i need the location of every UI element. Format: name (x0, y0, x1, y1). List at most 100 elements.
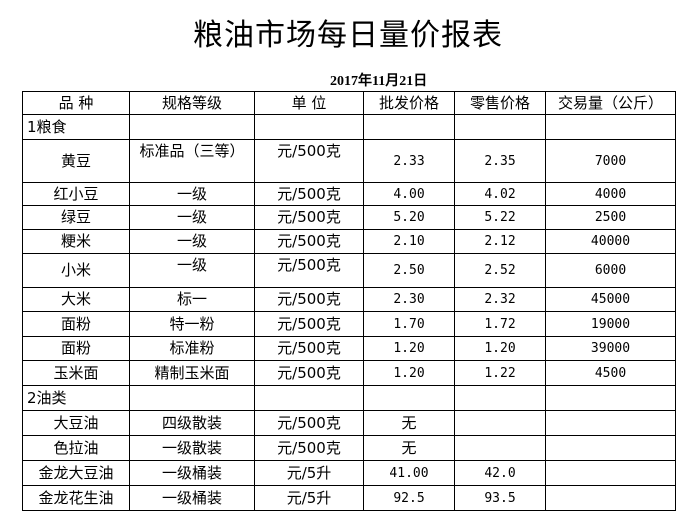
empty-cell (254, 114, 364, 140)
cell-wholesale-price: 2.10 (363, 229, 455, 254)
cell-retail-price: 5.22 (454, 205, 546, 230)
table-row: 大豆油 四级散装 元/500克无 (22, 410, 676, 436)
cell-volume: 4000 (545, 182, 676, 206)
price-table: 品 种规格等级单 位批发价格 零售价格 交易量（公斤） 1粮食 黄豆 标准品（三等） 元/5… (22, 91, 676, 511)
cell-grade: 一级桶装 (129, 485, 255, 511)
cell-wholesale-price: 无 (363, 435, 455, 461)
cell-volume: 7000 (545, 139, 676, 183)
section-label: 2油类 (22, 385, 130, 411)
cell-wholesale-price: 41.00 (363, 460, 455, 486)
section-row: 1粮食 (22, 114, 676, 140)
cell-retail-price: 1.22 (454, 360, 546, 386)
cell-volume (545, 460, 676, 486)
cell-unit: 元/500克 (254, 253, 364, 288)
report-date: 2017年11月21日 (330, 74, 428, 89)
cell-unit: 元/500克 (254, 205, 364, 230)
table-row: 色拉油 一级散装 元/500克无 (22, 435, 676, 461)
table-row: 玉米面 精制玉米面 元/500克 1.20 1.22 4500 (22, 360, 676, 386)
empty-cell (129, 385, 255, 411)
cell-variety: 绿豆 (22, 205, 130, 230)
cell-grade: 特一粉 (129, 311, 255, 337)
cell-grade: 标准品（三等） (129, 139, 255, 183)
cell-wholesale-price: 5.20 (363, 205, 455, 230)
cell-unit: 元/500克 (254, 182, 364, 206)
cell-retail-price: 2.12 (454, 229, 546, 254)
section-row: 2油类 (22, 385, 676, 411)
cell-unit: 元/500克 (254, 229, 364, 254)
cell-wholesale-price: 2.30 (363, 287, 455, 312)
cell-variety: 金龙大豆油 (22, 460, 130, 486)
empty-cell (254, 385, 364, 411)
header-grade: 规格等级 (129, 91, 255, 115)
cell-retail-price: 1.72 (454, 311, 546, 337)
table-row: 面粉 标准粉 元/500克 1.20 1.20 39000 (22, 336, 676, 361)
header-unit: 单 位 (254, 91, 364, 115)
cell-grade: 四级散装 (129, 410, 255, 436)
cell-variety: 面粉 (22, 336, 130, 361)
cell-wholesale-price: 92.5 (363, 485, 455, 511)
cell-volume: 2500 (545, 205, 676, 230)
cell-grade: 标准粉 (129, 336, 255, 361)
cell-unit: 元/500克 (254, 360, 364, 386)
cell-unit: 元/500克 (254, 336, 364, 361)
section-label: 1粮食 (22, 114, 130, 140)
cell-grade: 一级桶装 (129, 460, 255, 486)
header-retail-price: 零售价格 (454, 91, 546, 115)
cell-retail-price: 42.0 (454, 460, 546, 486)
cell-wholesale-price: 1.70 (363, 311, 455, 337)
header-variety: 品 种 (22, 91, 130, 115)
table-row: 绿豆 一级 元/500克 5.20 5.22 2500 (22, 205, 676, 230)
cell-retail-price: 2.52 (454, 253, 546, 288)
cell-grade: 一级散装 (129, 435, 255, 461)
cell-grade: 精制玉米面 (129, 360, 255, 386)
cell-wholesale-price: 4.00 (363, 182, 455, 206)
cell-volume (545, 435, 676, 461)
cell-retail-price: 1.20 (454, 336, 546, 361)
cell-grade: 标一 (129, 287, 255, 312)
cell-grade: 一级 (129, 229, 255, 254)
cell-variety: 红小豆 (22, 182, 130, 206)
table-row: 大米 标一 元/500克 2.30 2.32 45000 (22, 287, 676, 312)
cell-variety: 粳米 (22, 229, 130, 254)
cell-variety: 玉米面 (22, 360, 130, 386)
cell-grade: 一级 (129, 205, 255, 230)
table-row: 红小豆 一级 元/500克 4.00 4.02 4000 (22, 182, 676, 206)
cell-retail-price: 93.5 (454, 485, 546, 511)
empty-cell (545, 114, 676, 140)
cell-variety: 大豆油 (22, 410, 130, 436)
cell-variety: 色拉油 (22, 435, 130, 461)
cell-retail-price: 2.32 (454, 287, 546, 312)
empty-cell (545, 385, 676, 411)
cell-grade: 一级 (129, 182, 255, 206)
cell-unit: 元/500克 (254, 311, 364, 337)
cell-volume: 45000 (545, 287, 676, 312)
cell-variety: 黄豆 (22, 139, 130, 183)
cell-volume: 39000 (545, 336, 676, 361)
cell-wholesale-price: 2.33 (363, 139, 455, 183)
cell-variety: 金龙花生油 (22, 485, 130, 511)
cell-retail-price (454, 410, 546, 436)
cell-wholesale-price: 2.50 (363, 253, 455, 288)
cell-volume: 40000 (545, 229, 676, 254)
cell-unit: 元/500克 (254, 410, 364, 436)
table-row: 金龙大豆油 一级桶装 元/5升 41.00 42.0 (22, 460, 676, 486)
header-row: 品 种规格等级单 位批发价格 零售价格 交易量（公斤） (22, 91, 676, 115)
empty-cell (363, 114, 455, 140)
cell-volume: 19000 (545, 311, 676, 337)
cell-volume: 4500 (545, 360, 676, 386)
cell-grade: 一级 (129, 253, 255, 288)
empty-cell (454, 114, 546, 140)
cell-unit: 元/500克 (254, 287, 364, 312)
cell-variety: 小米 (22, 253, 130, 288)
empty-cell (454, 385, 546, 411)
table-row: 粳米 一级 元/500克 2.10 2.12 40000 (22, 229, 676, 254)
cell-retail-price: 4.02 (454, 182, 546, 206)
cell-unit: 元/5升 (254, 485, 364, 511)
cell-retail-price (454, 435, 546, 461)
cell-unit: 元/500克 (254, 435, 364, 461)
header-volume: 交易量（公斤） (545, 91, 676, 115)
cell-wholesale-price: 无 (363, 410, 455, 436)
cell-volume (545, 485, 676, 511)
cell-volume: 6000 (545, 253, 676, 288)
table-row: 面粉 特一粉 元/500克 1.70 1.72 19000 (22, 311, 676, 337)
